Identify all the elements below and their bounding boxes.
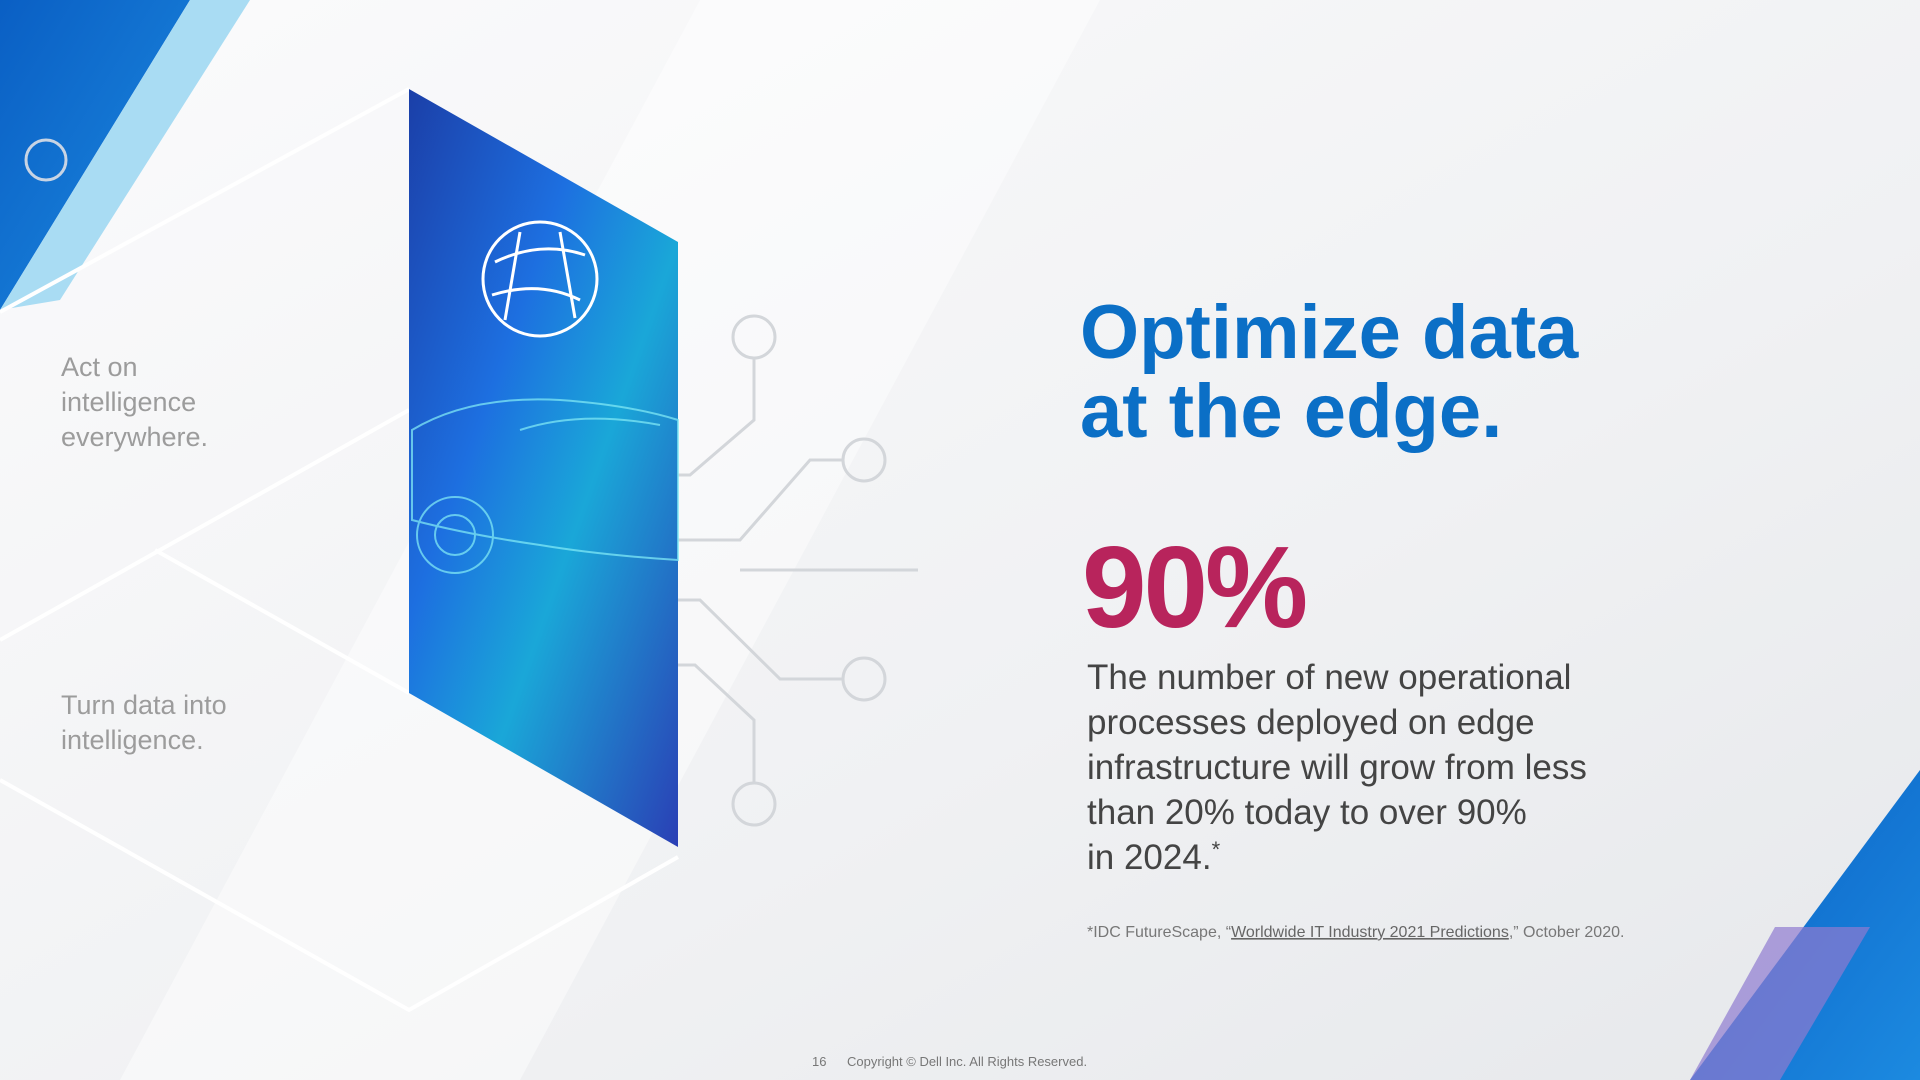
description: infrastructure will grow from less	[1087, 748, 1587, 787]
footnote: *IDC FutureScape, “Worldwide IT Industry…	[1087, 924, 1624, 941]
copyright: Copyright © Dell Inc. All Rights Reserve…	[847, 1054, 1087, 1069]
description: than 20% today to over 90%	[1087, 793, 1527, 832]
footnote-marker: *	[1212, 837, 1221, 862]
description: processes deployed on edge	[1087, 703, 1535, 742]
description: in 2024.*	[1087, 837, 1221, 877]
corner-shape	[1690, 927, 1870, 1080]
description-line: processes deployed on edge	[1087, 703, 1535, 742]
side-label: Turn data into	[61, 690, 227, 720]
description-line: than 20% today to over 90%	[1087, 793, 1527, 832]
stat: 90%	[1082, 522, 1306, 652]
image-panel	[409, 89, 678, 847]
description-line: in 2024.	[1087, 838, 1212, 877]
title: at the edge.	[1080, 369, 1502, 454]
side-label: intelligence	[61, 387, 196, 417]
footnote-text: ,” October 2020.	[1509, 924, 1625, 941]
side-label: everywhere.	[61, 422, 208, 452]
side-label: Act on	[61, 352, 138, 382]
hexagon-outlines	[0, 87, 679, 1013]
footnote-link[interactable]: Worldwide IT Industry 2021 Predictions	[1231, 924, 1509, 941]
network-icon	[481, 220, 599, 338]
description-line: infrastructure will grow from less	[1087, 748, 1587, 787]
title: Optimize data	[1080, 290, 1579, 375]
footnote-text: *IDC FutureScape, “	[1087, 924, 1231, 941]
side-label: intelligence.	[61, 725, 204, 755]
circuit-lines	[24, 138, 918, 827]
description: The number of new operational	[1087, 658, 1571, 697]
description-line: The number of new operational	[1087, 658, 1571, 697]
corner-shape	[0, 0, 250, 310]
car-wireframe	[411, 398, 679, 574]
page-number: 16	[812, 1054, 826, 1069]
